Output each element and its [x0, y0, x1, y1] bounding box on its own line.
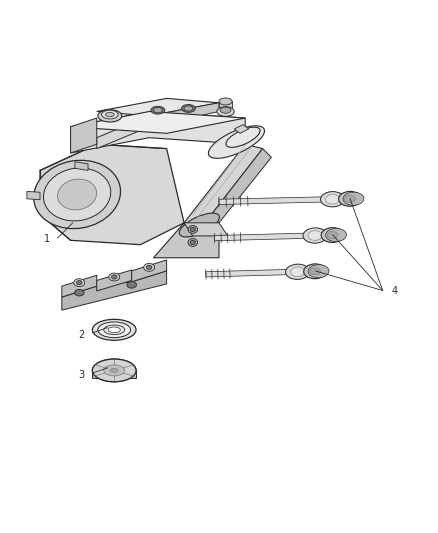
Ellipse shape: [104, 365, 125, 376]
Ellipse shape: [321, 191, 345, 207]
Polygon shape: [215, 232, 332, 241]
Polygon shape: [71, 111, 245, 153]
Ellipse shape: [111, 275, 117, 279]
Polygon shape: [206, 269, 315, 277]
Ellipse shape: [184, 106, 193, 111]
Ellipse shape: [146, 265, 152, 270]
Ellipse shape: [92, 319, 136, 340]
Ellipse shape: [98, 110, 122, 122]
Ellipse shape: [92, 359, 136, 382]
Ellipse shape: [226, 127, 260, 147]
Ellipse shape: [220, 107, 231, 113]
Ellipse shape: [179, 213, 219, 237]
Ellipse shape: [308, 231, 322, 240]
Ellipse shape: [339, 191, 361, 206]
Text: 2: 2: [78, 329, 85, 340]
Ellipse shape: [190, 227, 195, 231]
Polygon shape: [71, 111, 245, 133]
Text: 3: 3: [78, 370, 85, 380]
Ellipse shape: [188, 239, 198, 246]
Ellipse shape: [325, 229, 346, 241]
Text: 4: 4: [392, 286, 398, 295]
Ellipse shape: [327, 231, 338, 239]
Polygon shape: [184, 144, 263, 227]
Ellipse shape: [325, 195, 339, 204]
Ellipse shape: [106, 112, 114, 117]
Ellipse shape: [108, 327, 120, 333]
Ellipse shape: [286, 264, 310, 279]
Ellipse shape: [308, 265, 329, 278]
Polygon shape: [97, 270, 132, 291]
Ellipse shape: [43, 168, 111, 221]
Polygon shape: [62, 271, 166, 310]
Polygon shape: [27, 191, 40, 200]
Ellipse shape: [109, 273, 120, 281]
Ellipse shape: [290, 267, 304, 277]
Ellipse shape: [345, 195, 356, 203]
Polygon shape: [219, 196, 350, 205]
Polygon shape: [40, 144, 184, 245]
Ellipse shape: [57, 179, 97, 210]
Ellipse shape: [208, 126, 265, 158]
Ellipse shape: [104, 325, 125, 335]
Polygon shape: [132, 260, 166, 282]
Ellipse shape: [98, 322, 131, 338]
Polygon shape: [62, 275, 97, 297]
Ellipse shape: [219, 98, 232, 105]
Ellipse shape: [181, 104, 195, 112]
Ellipse shape: [343, 192, 364, 205]
Polygon shape: [184, 223, 228, 236]
Ellipse shape: [190, 240, 195, 245]
Ellipse shape: [144, 263, 155, 271]
Polygon shape: [149, 103, 219, 127]
Ellipse shape: [74, 289, 84, 296]
Ellipse shape: [110, 368, 118, 373]
Ellipse shape: [303, 228, 327, 243]
Ellipse shape: [127, 281, 137, 288]
Text: 1: 1: [43, 235, 49, 245]
Ellipse shape: [188, 225, 198, 233]
Polygon shape: [153, 223, 219, 258]
Ellipse shape: [102, 110, 118, 119]
Ellipse shape: [34, 160, 120, 229]
Ellipse shape: [74, 279, 85, 287]
Polygon shape: [97, 99, 219, 116]
Polygon shape: [71, 118, 97, 153]
Ellipse shape: [153, 108, 162, 113]
Ellipse shape: [310, 268, 321, 275]
Polygon shape: [219, 101, 232, 111]
Ellipse shape: [77, 280, 82, 285]
Polygon shape: [201, 149, 272, 234]
Polygon shape: [75, 161, 88, 171]
Ellipse shape: [217, 107, 234, 116]
Ellipse shape: [92, 359, 136, 382]
Ellipse shape: [304, 264, 326, 279]
Ellipse shape: [321, 228, 344, 243]
Polygon shape: [97, 116, 149, 149]
Polygon shape: [92, 370, 136, 378]
Ellipse shape: [151, 106, 165, 114]
Polygon shape: [234, 125, 249, 133]
